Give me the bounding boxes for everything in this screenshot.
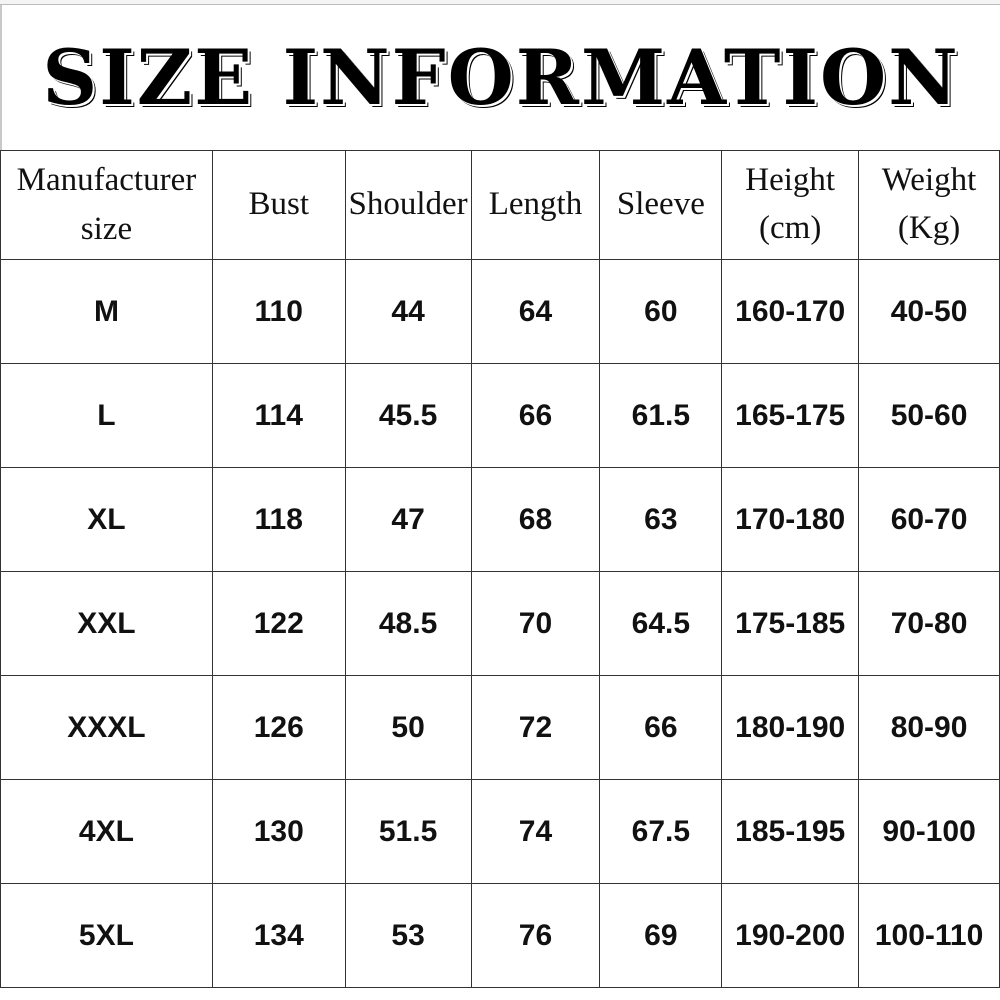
cell-bust: 118 bbox=[211, 467, 346, 572]
header-bust: Bust bbox=[211, 150, 346, 260]
cell-bust: 126 bbox=[211, 675, 346, 780]
cell-weight: 90-100 bbox=[858, 779, 1000, 884]
cell-size: XL bbox=[0, 467, 213, 572]
cell-bust: 130 bbox=[211, 779, 346, 884]
cell-height: 185-195 bbox=[721, 779, 860, 884]
cell-sleeve: 63 bbox=[599, 467, 723, 572]
cell-height: 160-170 bbox=[721, 259, 860, 364]
cell-length: 70 bbox=[470, 571, 601, 676]
cell-length: 64 bbox=[470, 259, 601, 364]
cell-weight: 80-90 bbox=[858, 675, 1000, 780]
cell-weight: 60-70 bbox=[858, 467, 1000, 572]
cell-weight: 100-110 bbox=[858, 883, 1000, 988]
cell-shoulder: 48.5 bbox=[344, 571, 472, 676]
title-banner: SIZE INFORMATION bbox=[0, 5, 1000, 150]
cell-height: 190-200 bbox=[721, 883, 860, 988]
table-row: 5XL 134 53 76 69 190-200 100-110 bbox=[0, 883, 1000, 988]
cell-height: 165-175 bbox=[721, 363, 860, 468]
table-row: M 110 44 64 60 160-170 40-50 bbox=[0, 259, 1000, 364]
header-height: Height (cm) bbox=[721, 150, 860, 260]
cell-weight: 40-50 bbox=[858, 259, 1000, 364]
cell-sleeve: 60 bbox=[599, 259, 723, 364]
cell-size: 4XL bbox=[0, 779, 213, 884]
cell-bust: 114 bbox=[211, 363, 346, 468]
cell-shoulder: 44 bbox=[344, 259, 472, 364]
cell-size: XXXL bbox=[0, 675, 213, 780]
header-weight: Weight (Kg) bbox=[858, 150, 1000, 260]
top-border-strip bbox=[0, 0, 1000, 5]
header-length: Length bbox=[470, 150, 601, 260]
cell-height: 180-190 bbox=[721, 675, 860, 780]
cell-bust: 122 bbox=[211, 571, 346, 676]
cell-sleeve: 69 bbox=[599, 883, 723, 988]
cell-height: 170-180 bbox=[721, 467, 860, 572]
cell-height: 175-185 bbox=[721, 571, 860, 676]
header-sleeve: Sleeve bbox=[599, 150, 723, 260]
cell-sleeve: 66 bbox=[599, 675, 723, 780]
cell-shoulder: 53 bbox=[344, 883, 472, 988]
header-shoulder: Shoulder bbox=[344, 150, 472, 260]
table-row: XL 118 47 68 63 170-180 60-70 bbox=[0, 467, 1000, 572]
page-title: SIZE INFORMATION bbox=[42, 33, 960, 122]
header-row: Manufacturer size Bust Shoulder Length Sleev… bbox=[0, 150, 1000, 260]
cell-length: 66 bbox=[470, 363, 601, 468]
cell-size: M bbox=[0, 259, 213, 364]
table-row: XXL 122 48.5 70 64.5 175-185 70-80 bbox=[0, 571, 1000, 676]
cell-sleeve: 61.5 bbox=[599, 363, 723, 468]
cell-shoulder: 47 bbox=[344, 467, 472, 572]
table-row: L 114 45.5 66 61.5 165-175 50-60 bbox=[0, 363, 1000, 468]
cell-length: 68 bbox=[470, 467, 601, 572]
cell-size: XXL bbox=[0, 571, 213, 676]
cell-bust: 134 bbox=[211, 883, 346, 988]
cell-weight: 70-80 bbox=[858, 571, 1000, 676]
size-table: Manufacturer size Bust Shoulder Length Sleev… bbox=[0, 150, 1000, 988]
cell-shoulder: 45.5 bbox=[344, 363, 472, 468]
cell-weight: 50-60 bbox=[858, 363, 1000, 468]
table-row: 4XL 130 51.5 74 67.5 185-195 90-100 bbox=[0, 779, 1000, 884]
cell-length: 72 bbox=[470, 675, 601, 780]
cell-length: 74 bbox=[470, 779, 601, 884]
cell-size: 5XL bbox=[0, 883, 213, 988]
cell-shoulder: 51.5 bbox=[344, 779, 472, 884]
cell-bust: 110 bbox=[211, 259, 346, 364]
header-size: Manufacturer size bbox=[0, 150, 213, 260]
cell-size: L bbox=[0, 363, 213, 468]
cell-sleeve: 64.5 bbox=[599, 571, 723, 676]
table-row: XXXL 126 50 72 66 180-190 80-90 bbox=[0, 675, 1000, 780]
cell-sleeve: 67.5 bbox=[599, 779, 723, 884]
cell-shoulder: 50 bbox=[344, 675, 472, 780]
cell-length: 76 bbox=[470, 883, 601, 988]
